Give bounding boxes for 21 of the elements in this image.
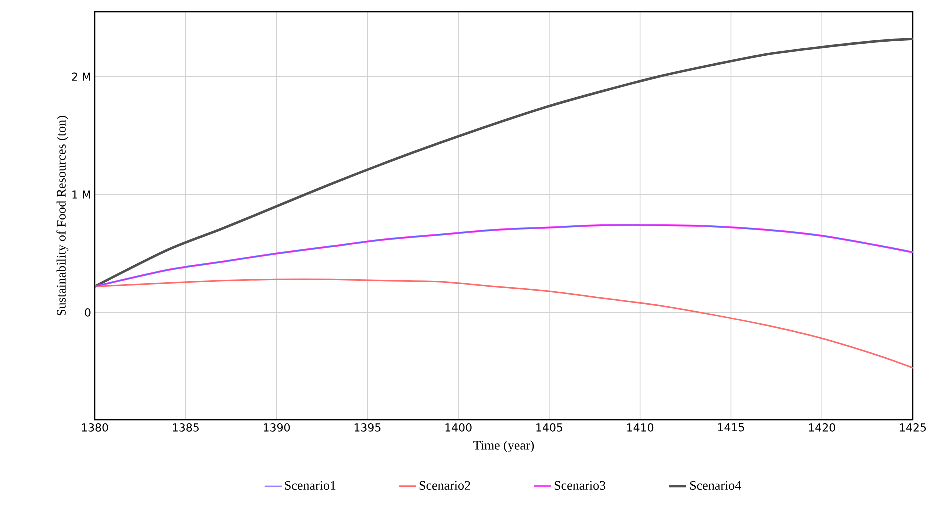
- y-tick-label: 2 M: [72, 72, 90, 81]
- legend-label: Scenario3: [554, 481, 606, 490]
- y-axis-title: Sustainability of Food Resources (ton): [56, 116, 69, 316]
- x-tick-label: 1395: [354, 424, 381, 432]
- x-tick-label: 1380: [82, 424, 108, 432]
- x-tick-label: 1400: [446, 424, 472, 432]
- y-tick-label: 1 M: [72, 190, 90, 199]
- x-tick-label: 1410: [628, 424, 654, 432]
- x-tick-label: 1405: [536, 424, 562, 432]
- line-series: [95, 38, 914, 288]
- legend-label: Scenario4: [690, 481, 742, 490]
- x-tick-label: 1390: [264, 424, 290, 432]
- legend-label: Scenario2: [420, 481, 470, 490]
- x-tick-label: 1385: [173, 424, 199, 432]
- x-tick-label: 1415: [718, 424, 744, 432]
- x-axis-title: Time (year): [474, 440, 534, 453]
- y-tick-label: 0: [85, 308, 91, 317]
- legend-label: Scenario1: [285, 481, 336, 490]
- x-tick-label: 1420: [809, 424, 836, 432]
- line-series: [95, 278, 914, 369]
- x-tick-label: 1425: [900, 424, 926, 432]
